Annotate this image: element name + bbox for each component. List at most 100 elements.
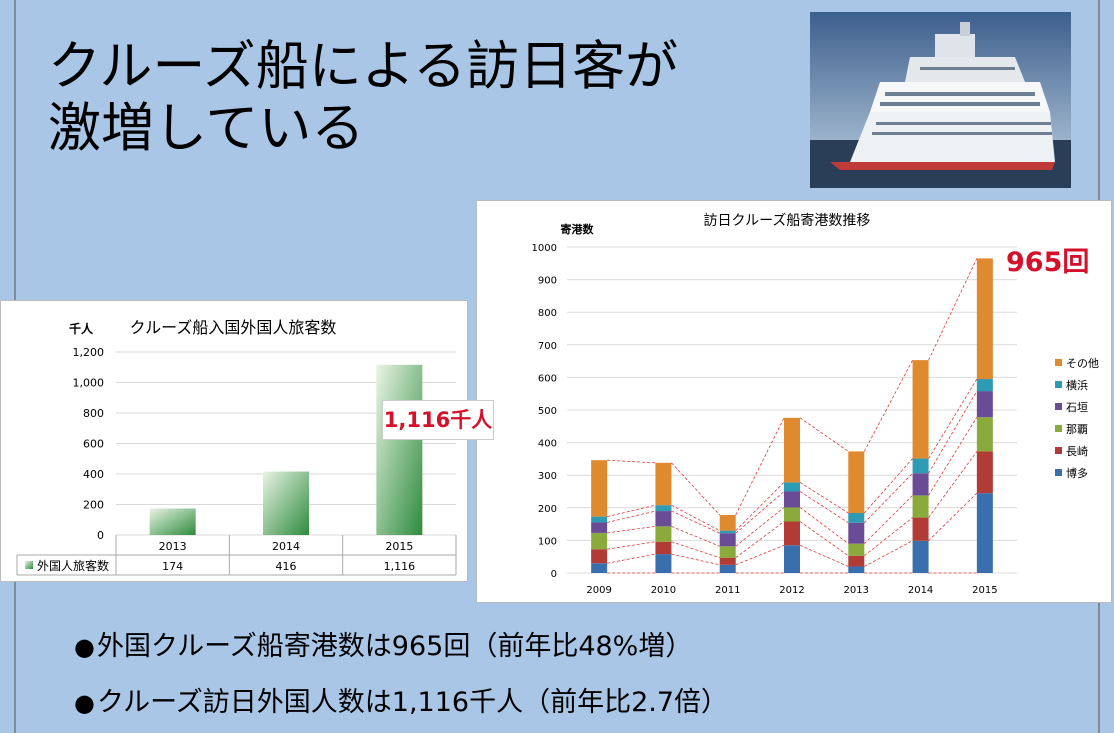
bar-2013-那覇	[848, 543, 865, 556]
y-tick-label: 100	[538, 536, 557, 547]
bar-2015-博多	[976, 493, 993, 573]
bar-2012-博多	[784, 545, 800, 573]
x-tick-label: 2011	[715, 585, 740, 596]
bar-2010-長崎	[655, 541, 672, 555]
connector-line	[928, 492, 978, 542]
connector-line	[735, 544, 785, 566]
legend-label: 横浜	[1066, 378, 1088, 392]
legend-label: 博多	[1066, 466, 1088, 480]
legend-swatch	[1055, 381, 1062, 388]
x-tick-label: 2013	[844, 585, 869, 596]
bar-2014-長崎	[912, 517, 929, 541]
legend-swatch	[1055, 425, 1062, 432]
bar-2009-横浜	[591, 516, 608, 523]
connector-line	[671, 526, 720, 547]
connector-line	[607, 459, 656, 464]
y-tick-label: 600	[538, 373, 557, 384]
y-tick-label: 200	[83, 499, 104, 512]
slide-title: クルーズ船による訪日客が 激増している	[48, 36, 678, 160]
bar-2012-石垣	[784, 491, 800, 508]
chart-title: 訪日クルーズ船寄港数推移	[704, 212, 871, 229]
legend-swatch	[1055, 359, 1062, 366]
y-tick-label: 500	[538, 406, 557, 417]
bar-2011-横浜	[719, 530, 736, 534]
port-calls-callout: 965回	[1006, 247, 1090, 278]
bar-2011-その他	[719, 514, 736, 531]
connector-line	[864, 495, 913, 544]
connector-line	[799, 482, 849, 514]
y-tick-label: 800	[538, 308, 557, 319]
connector-line	[799, 491, 849, 524]
bullet-text-2: クルーズ訪日外国人数は1,116千人（前年比2.7倍）	[96, 687, 729, 718]
bar-2014-石垣	[912, 473, 929, 496]
connector-line	[799, 507, 849, 544]
title-line-1: クルーズ船による訪日客が	[48, 36, 679, 97]
cruise-ship-photo	[810, 12, 1071, 188]
bar-2011-石垣	[719, 533, 736, 547]
connector-line	[864, 540, 913, 567]
bar-2014	[263, 471, 309, 535]
y-tick-label: 1,000	[73, 377, 105, 390]
connector-line	[671, 462, 721, 516]
x-tick-label: 2010	[651, 585, 676, 596]
y-tick-label: 900	[538, 276, 557, 287]
bar-2013-石垣	[848, 522, 865, 544]
connector-line	[799, 544, 849, 567]
bar-2012-その他	[784, 417, 800, 483]
y-axis-unit: 寄港数	[561, 222, 595, 236]
bar-2012-那覇	[784, 507, 800, 522]
bar-2015-横浜	[976, 379, 993, 392]
bullet-text-1: 外国クルーズ船寄港数は965回（前年比48%増）	[96, 631, 693, 662]
x-tick-label: 2015	[972, 585, 997, 596]
x-tick-label: 2012	[779, 585, 804, 596]
y-tick-label: 400	[83, 468, 104, 481]
bar-2013-その他	[848, 451, 865, 514]
bar-2015	[376, 364, 423, 535]
bar-2010-博多	[655, 554, 672, 573]
connector-line	[607, 525, 656, 534]
bar-2014-博多	[912, 540, 929, 573]
connector-line	[735, 491, 785, 534]
connector-line	[863, 472, 913, 524]
bar-2015-長崎	[976, 451, 993, 494]
bar-2013-博多	[848, 566, 865, 573]
y-tick-label: 300	[538, 471, 557, 482]
bullet-marker: ●	[74, 633, 95, 661]
connector-line	[671, 504, 720, 531]
y-tick-label: 0	[551, 569, 557, 580]
legend-label: 長崎	[1066, 444, 1088, 458]
y-tick-label: 200	[538, 504, 557, 515]
bar-2010-横浜	[655, 505, 672, 512]
bar-2009-長崎	[591, 549, 608, 564]
connector-line	[735, 482, 785, 531]
x-tick-label: 2015	[385, 540, 413, 553]
y-tick-label: 1,200	[73, 346, 105, 359]
bar-2014-横浜	[912, 458, 929, 474]
bar-2015-石垣	[976, 391, 993, 418]
legend-label: 石垣	[1066, 401, 1088, 414]
connector-line	[671, 510, 720, 534]
bullet-marker: ●	[74, 689, 95, 717]
bar-2013-長崎	[848, 555, 865, 567]
connector-line	[928, 451, 978, 518]
legend-swatch	[1055, 403, 1062, 410]
connector-line	[863, 458, 913, 514]
bullet-port-calls: ●外国クルーズ船寄港数は965回（前年比48%増）	[74, 624, 692, 663]
bar-2014-那覇	[912, 495, 929, 518]
title-line-2: 激増している	[48, 98, 365, 159]
connector-line	[735, 417, 785, 516]
port-calls-chart-panel: 訪日クルーズ船寄港数推移 寄港数 0 100 200 300 400 500 600 700 800…	[476, 200, 1112, 603]
connector-line	[671, 541, 720, 559]
connector-line	[864, 517, 913, 557]
y-tick-label: 600	[83, 438, 104, 451]
bar-2009-その他	[591, 460, 608, 517]
connector-line	[928, 390, 978, 474]
connector-line	[607, 510, 656, 523]
connector-line	[928, 378, 978, 459]
legend-swatch	[25, 561, 33, 569]
bar-2012-長崎	[784, 521, 800, 546]
bar-2011-長崎	[719, 557, 736, 565]
y-tick-label: 1000	[532, 243, 557, 254]
bar-2015-その他	[976, 258, 993, 380]
